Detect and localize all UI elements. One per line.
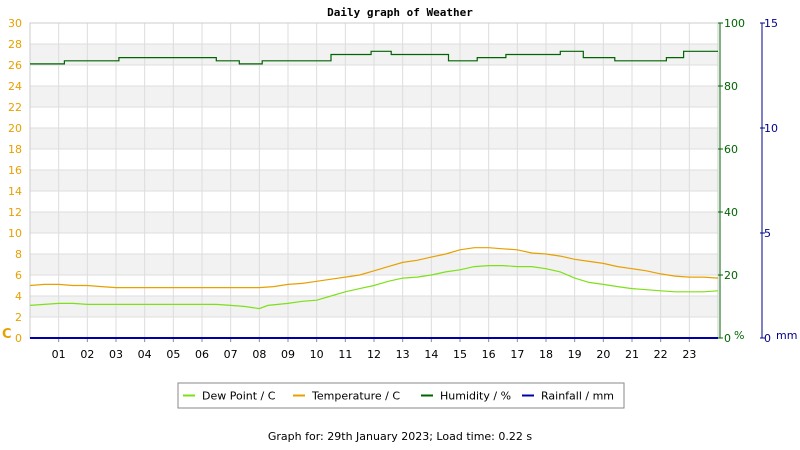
x-tick-label: 11 (338, 348, 352, 361)
x-tick-label: 13 (396, 348, 410, 361)
y-left-tick-label: 16 (8, 164, 22, 177)
y-left-tick-label: 28 (8, 38, 22, 51)
x-tick-label: 17 (510, 348, 524, 361)
y-left-tick-label: 10 (8, 227, 22, 240)
legend-label: Humidity / % (440, 390, 511, 403)
y-left-tick-label: 26 (8, 59, 22, 72)
x-tick-label: 22 (654, 348, 668, 361)
y-right1-tick-label: 40 (724, 206, 738, 219)
legend-label: Rainfall / mm (541, 390, 614, 403)
y-left-unit-label: C (2, 327, 12, 342)
y-left-tick-label: 24 (8, 80, 22, 93)
y-right1-tick-label: 100 (724, 17, 745, 30)
x-tick-label: 20 (596, 348, 610, 361)
y-right1-tick-label: 60 (724, 143, 738, 156)
x-tick-label: 01 (52, 348, 66, 361)
y-right2-tick-label: 0 (764, 332, 771, 345)
x-tick-label: 19 (568, 348, 582, 361)
y-left-tick-label: 22 (8, 101, 22, 114)
y-right2-tick-label: 10 (764, 122, 778, 135)
x-tick-label: 03 (109, 348, 123, 361)
y-right1-tick-label: 0 (724, 332, 731, 345)
legend-label: Dew Point / C (202, 390, 276, 403)
x-tick-label: 02 (80, 348, 94, 361)
y-left-tick-label: 4 (15, 290, 22, 303)
y-left-tick-label: 12 (8, 206, 22, 219)
chart-title: Daily graph of Weather (327, 6, 473, 19)
y-left-tick-label: 14 (8, 185, 22, 198)
x-tick-label: 05 (166, 348, 180, 361)
x-tick-label: 07 (224, 348, 238, 361)
y-left-tick-label: 2 (15, 311, 22, 324)
legend-box (177, 382, 625, 409)
y-right1-unit-label: % (734, 329, 744, 342)
x-tick-label: 18 (539, 348, 553, 361)
footer-text: Graph for: 29th January 2023; Load time:… (267, 430, 533, 443)
x-tick-label: 23 (682, 348, 696, 361)
x-tick-label: 12 (367, 348, 381, 361)
series-line-humidity (30, 50, 718, 65)
x-tick-label: 14 (424, 348, 438, 361)
x-tick-label: 21 (625, 348, 639, 361)
y-left-tick-label: 0 (15, 332, 22, 345)
y-left-tick-label: 30 (8, 17, 22, 30)
x-tick-label: 06 (195, 348, 209, 361)
x-tick-label: 15 (453, 348, 467, 361)
x-tick-label: 09 (281, 348, 295, 361)
x-tick-label: 16 (482, 348, 496, 361)
y-right2-unit-label: mm (776, 329, 797, 342)
y-right2-tick-label: 5 (764, 227, 771, 240)
series-line-dew-point-c (29, 265, 719, 310)
y-left-tick-label: 8 (15, 248, 22, 261)
y-right2-tick-label: 15 (764, 17, 778, 30)
series-line-temperature-c (29, 247, 719, 289)
y-right1-tick-label: 80 (724, 80, 738, 93)
y-left-tick-label: 20 (8, 122, 22, 135)
x-tick-label: 08 (252, 348, 266, 361)
y-right1-tick-label: 20 (724, 269, 738, 282)
x-tick-label: 10 (310, 348, 324, 361)
y-left-tick-label: 6 (15, 269, 22, 282)
x-tick-label: 04 (138, 348, 152, 361)
legend-label: Temperature / C (311, 390, 400, 403)
y-left-tick-label: 18 (8, 143, 22, 156)
